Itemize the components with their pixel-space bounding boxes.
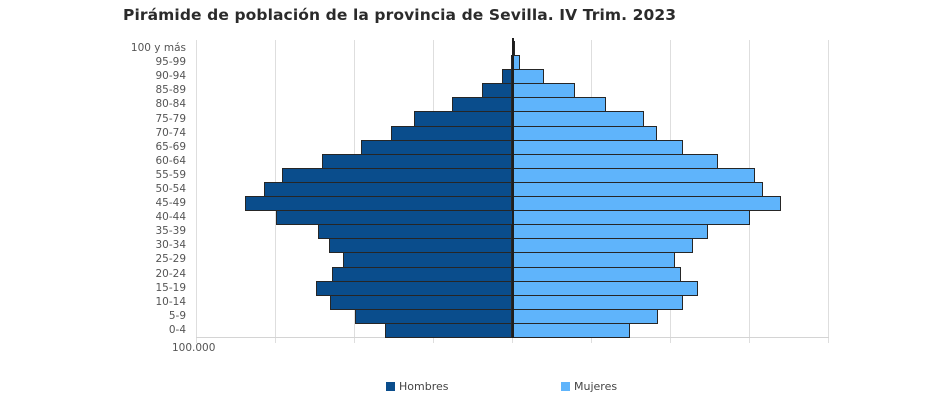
- bar-mujeres: [512, 69, 545, 85]
- y-axis-label: 55-59: [155, 168, 186, 181]
- bar-mujeres: [512, 97, 607, 113]
- bar-hombres: [502, 69, 513, 85]
- bar-hombres: [343, 252, 513, 268]
- y-axis-label: 80-84: [155, 98, 186, 111]
- bar-hombres: [482, 83, 513, 99]
- y-axis-label: 100 y más: [130, 42, 186, 55]
- gridline: [828, 40, 829, 343]
- bar-mujeres: [512, 125, 657, 141]
- bar-mujeres: [512, 224, 709, 240]
- bar-mujeres: [512, 210, 751, 226]
- bar-mujeres: [512, 167, 755, 183]
- bar-hombres: [332, 266, 513, 282]
- y-axis-label: 90-94: [155, 70, 186, 83]
- bar-hombres: [245, 196, 513, 212]
- legend-item-mujeres: Mujeres: [561, 380, 617, 393]
- bar-mujeres: [512, 266, 681, 282]
- y-axis-label: 70-74: [155, 126, 186, 139]
- bar-hombres: [391, 125, 513, 141]
- x-tick-label: 100.000: [172, 342, 216, 354]
- y-axis-label: 75-79: [155, 112, 186, 125]
- y-axis-label: 35-39: [155, 225, 186, 238]
- legend-label-hombres: Hombres: [399, 380, 449, 393]
- y-axis-label: 45-49: [155, 197, 186, 210]
- bar-hombres: [321, 153, 513, 169]
- bar-hombres: [282, 167, 513, 183]
- bar-mujeres: [512, 238, 693, 254]
- bar-mujeres: [512, 111, 644, 127]
- bar-hombres: [328, 238, 513, 254]
- legend-label-mujeres: Mujeres: [574, 380, 618, 393]
- bar-hombres: [329, 294, 513, 310]
- bar-mujeres: [512, 153, 718, 169]
- bar-mujeres: [512, 280, 698, 296]
- bar-hombres: [275, 210, 513, 226]
- bar-hombres: [413, 111, 513, 127]
- bar-hombres: [318, 224, 513, 240]
- gridline: [196, 40, 197, 343]
- y-axis-label: 95-99: [155, 56, 186, 69]
- bar-mujeres: [512, 196, 782, 212]
- y-axis-label: 65-69: [155, 140, 186, 153]
- center-axis-line: [512, 38, 514, 338]
- bar-mujeres: [512, 181, 764, 198]
- bar-hombres: [451, 97, 513, 113]
- y-axis-label: 5-9: [168, 309, 186, 322]
- y-axis-label: 40-44: [155, 211, 186, 224]
- bar-mujeres: [512, 294, 684, 310]
- legend-item-hombres: Hombres: [386, 380, 448, 393]
- bar-mujeres: [512, 83, 576, 99]
- y-axis-label: 25-29: [155, 253, 186, 266]
- y-axis-label: 10-14: [155, 295, 186, 308]
- bar-hombres: [385, 322, 513, 338]
- bar-hombres: [315, 280, 513, 296]
- bar-mujeres: [512, 252, 675, 268]
- bar-hombres: [264, 181, 513, 198]
- legend-swatch-mujeres: [561, 382, 570, 391]
- y-axis-label: 30-34: [155, 239, 186, 252]
- legend-swatch-hombres: [386, 382, 395, 391]
- bar-hombres: [355, 308, 513, 324]
- chart-title: Pirámide de población de la provincia de…: [123, 6, 677, 24]
- y-axis-label: 50-54: [155, 183, 186, 195]
- y-axis-label: 60-64: [155, 154, 186, 167]
- y-axis-label: 15-19: [155, 281, 186, 294]
- bar-mujeres: [512, 55, 521, 71]
- bar-hombres: [361, 139, 513, 155]
- y-axis-label: 0-4: [168, 323, 186, 336]
- bar-mujeres: [512, 322, 631, 338]
- bar-mujeres: [512, 139, 684, 155]
- y-axis-label: 20-24: [155, 267, 186, 280]
- y-axis-label: 85-89: [155, 84, 186, 97]
- bar-mujeres: [512, 308, 659, 324]
